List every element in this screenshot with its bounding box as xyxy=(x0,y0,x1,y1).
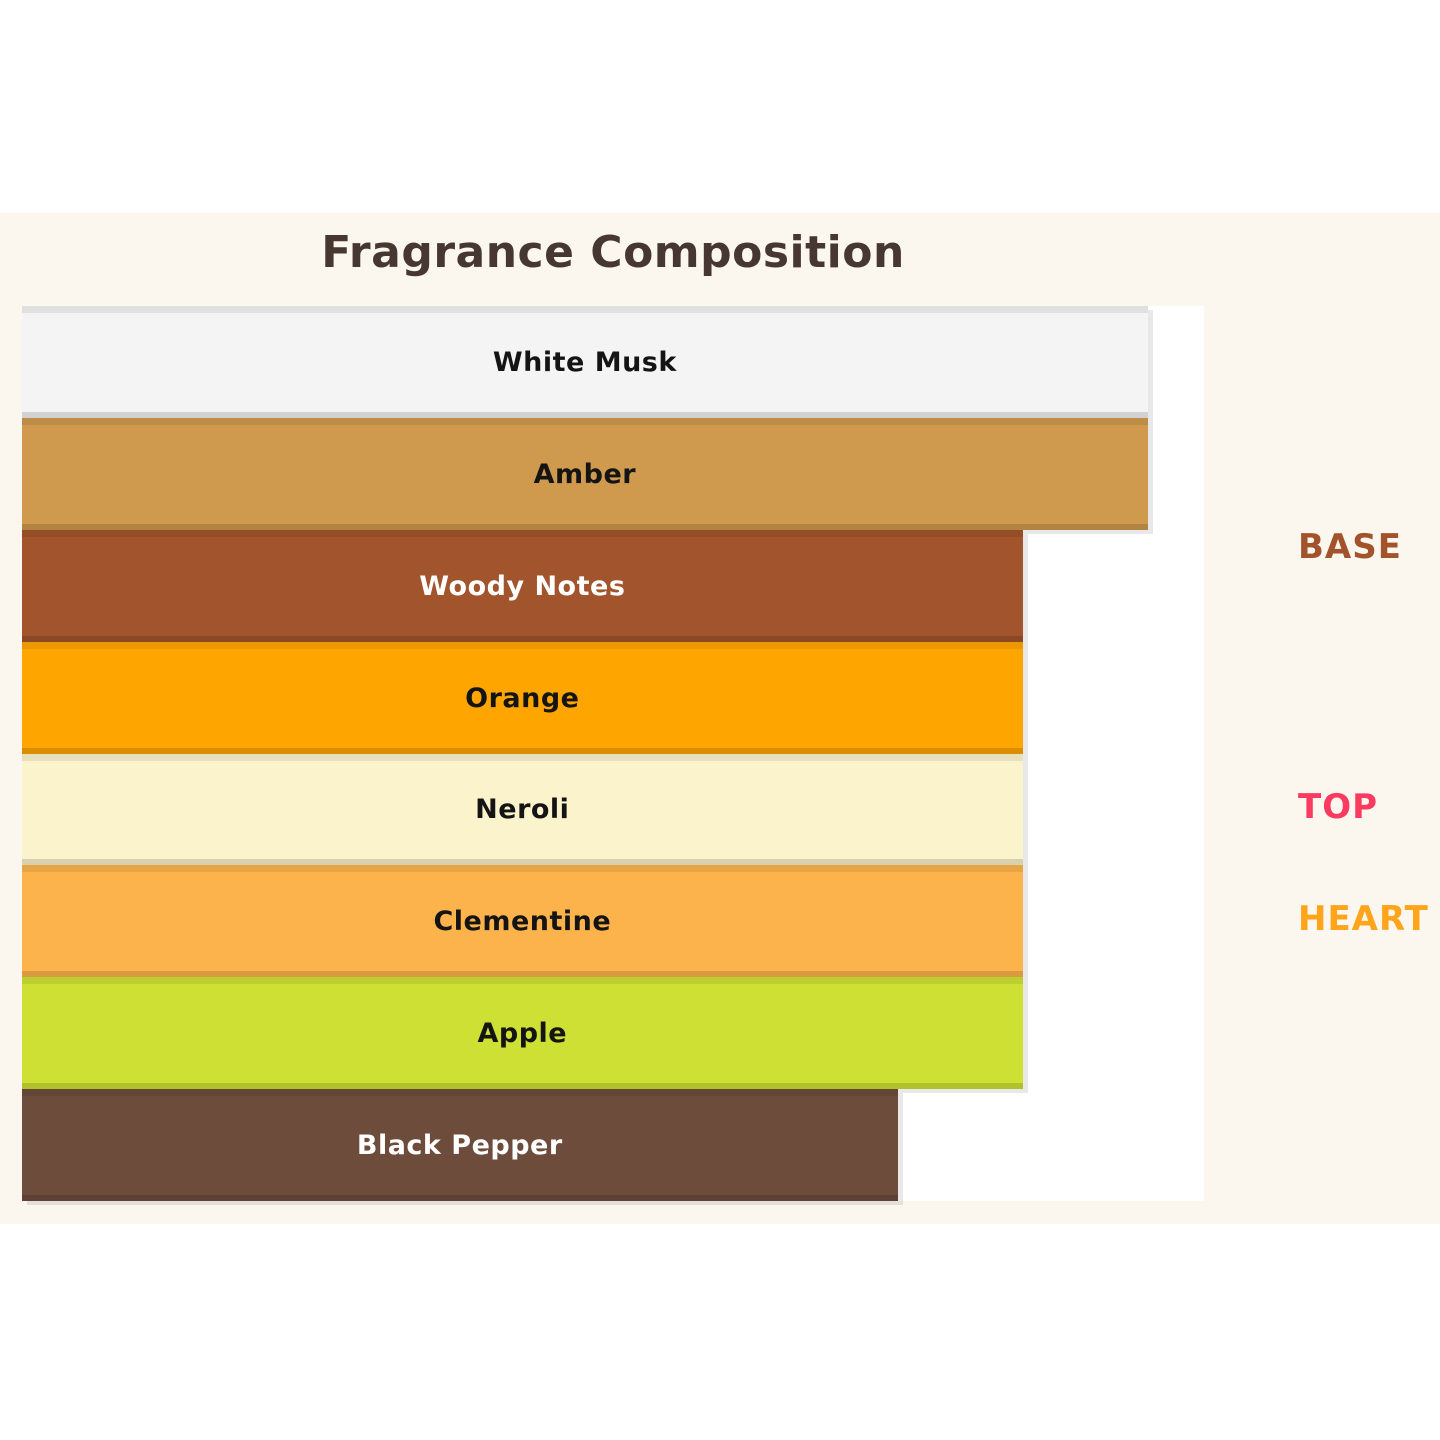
group-label-heart: HEART xyxy=(1298,899,1429,939)
bar-label-black-pepper: Black Pepper xyxy=(356,1130,563,1162)
bar-neroli: Neroli xyxy=(22,753,1023,866)
bar-orange: Orange xyxy=(22,641,1023,754)
bar-white-musk: White Musk xyxy=(22,306,1148,418)
bar-label-woody-notes: Woody Notes xyxy=(419,570,626,602)
bar-label-white-musk: White Musk xyxy=(492,346,677,378)
bar-woody-notes: Woody Notes xyxy=(22,529,1023,642)
group-label-base: BASE xyxy=(1298,527,1402,567)
chart-title: Fragrance Composition xyxy=(321,227,905,278)
bar-clementine: Clementine xyxy=(22,865,1023,978)
bar-black-pepper: Black Pepper xyxy=(22,1089,898,1201)
group-label-top: TOP xyxy=(1298,787,1379,827)
plot-area: White Musk Amber Woody Notes Orange Neroli Cl… xyxy=(22,306,1204,1201)
bar-apple: Apple xyxy=(22,977,1023,1090)
bar-label-apple: Apple xyxy=(477,1018,568,1050)
bar-amber: Amber xyxy=(22,417,1148,530)
bar-label-orange: Orange xyxy=(465,682,580,714)
bar-label-amber: Amber xyxy=(533,458,637,490)
bar-label-clementine: Clementine xyxy=(433,906,612,938)
bar-label-neroli: Neroli xyxy=(475,794,570,826)
fragrance-composition-chart: Fragrance Composition White Musk Amber Woo… xyxy=(0,213,1440,1224)
